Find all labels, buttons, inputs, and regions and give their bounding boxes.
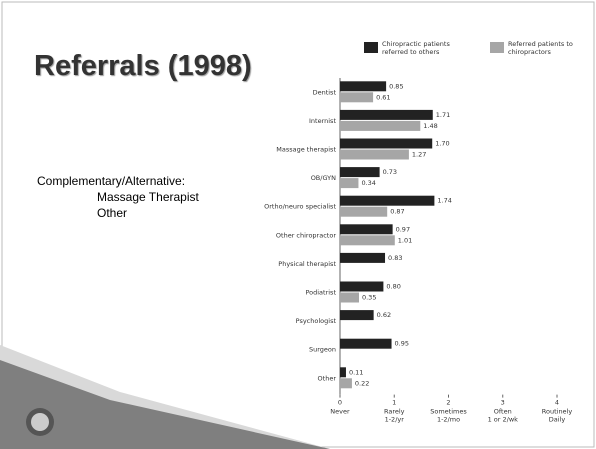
value-label: 0.35	[362, 294, 376, 302]
x-tick-label: 4	[555, 399, 559, 407]
value-label: 0.73	[383, 168, 397, 176]
bar	[340, 378, 352, 389]
value-label: 1.27	[412, 151, 426, 159]
bar	[340, 367, 346, 378]
x-tick-sublabel: Routinely	[542, 408, 573, 416]
category-label: Other chiropractor	[276, 231, 336, 239]
value-label: 0.95	[395, 340, 409, 348]
category-label: Ortho/neuro specialist	[264, 203, 336, 211]
logo-inner	[31, 413, 49, 431]
category-label: Podiatrist	[305, 289, 336, 297]
slide-title: Referrals (1998)	[34, 50, 252, 82]
bar	[340, 235, 395, 246]
bar	[340, 281, 384, 292]
bar	[340, 252, 386, 263]
value-label: 0.61	[376, 93, 390, 101]
value-label: 1.48	[423, 122, 437, 130]
value-label: 0.80	[386, 283, 400, 291]
bar	[340, 178, 359, 189]
value-label: 1.70	[435, 140, 449, 148]
x-tick-sublabel: Never	[330, 408, 350, 416]
category-label: Physical therapist	[278, 260, 336, 268]
bar	[340, 195, 435, 206]
category-label: Surgeon	[309, 346, 336, 354]
value-label: 0.87	[390, 208, 404, 216]
value-label: 0.83	[388, 254, 402, 262]
value-label: 0.97	[396, 225, 410, 233]
value-label: 0.34	[361, 179, 375, 187]
bar	[340, 109, 433, 120]
bar	[340, 206, 388, 217]
legend-swatch	[490, 42, 504, 53]
category-label: Internist	[309, 117, 336, 125]
body-text: Other	[97, 206, 128, 220]
value-label: 0.85	[389, 82, 403, 90]
bar	[340, 120, 421, 131]
bar	[340, 224, 393, 235]
value-label: 0.11	[349, 368, 363, 376]
value-label: 0.62	[377, 311, 391, 319]
value-label: 1.01	[398, 236, 412, 244]
x-tick-sublabel: Often	[494, 408, 512, 416]
category-label: Other	[318, 374, 337, 382]
x-tick-label: 3	[501, 399, 505, 407]
legend-label: Chiropractic patients referred to others	[382, 40, 450, 56]
body-text: Massage Therapist	[97, 190, 199, 204]
x-tick-sublabel: Rarely	[384, 408, 405, 416]
value-label: 1.74	[437, 197, 451, 205]
x-tick-sublabel: Sometimes	[430, 408, 467, 416]
x-tick-sublabel: 1-2/yr	[385, 416, 405, 424]
bar	[340, 338, 392, 349]
category-label: Massage therapist	[276, 146, 336, 154]
bar	[340, 167, 380, 178]
swoosh-dark	[0, 360, 330, 449]
bar	[340, 292, 359, 303]
category-label: OB/GYN	[311, 174, 336, 182]
value-label: 0.22	[355, 379, 369, 387]
x-tick-sublabel: 1 or 2/wk	[488, 416, 519, 424]
x-tick-label: 0	[338, 399, 342, 407]
value-label: 1.71	[436, 111, 450, 119]
bar	[340, 92, 374, 103]
body-text: Complementary/Alternative:	[37, 174, 186, 188]
category-label: Dentist	[313, 88, 337, 96]
bar	[340, 138, 433, 149]
x-tick-sublabel: Daily	[549, 416, 566, 424]
category-label: Psychologist	[296, 317, 337, 325]
bar	[340, 149, 409, 160]
x-tick-label: 1	[392, 399, 396, 407]
x-tick-label: 2	[446, 399, 450, 407]
x-tick-sublabel: 1-2/mo	[437, 416, 460, 424]
bar	[340, 310, 374, 321]
legend-label: Referred patients to chiropractors	[508, 40, 573, 56]
legend-swatch	[364, 42, 378, 53]
bar	[340, 81, 387, 92]
